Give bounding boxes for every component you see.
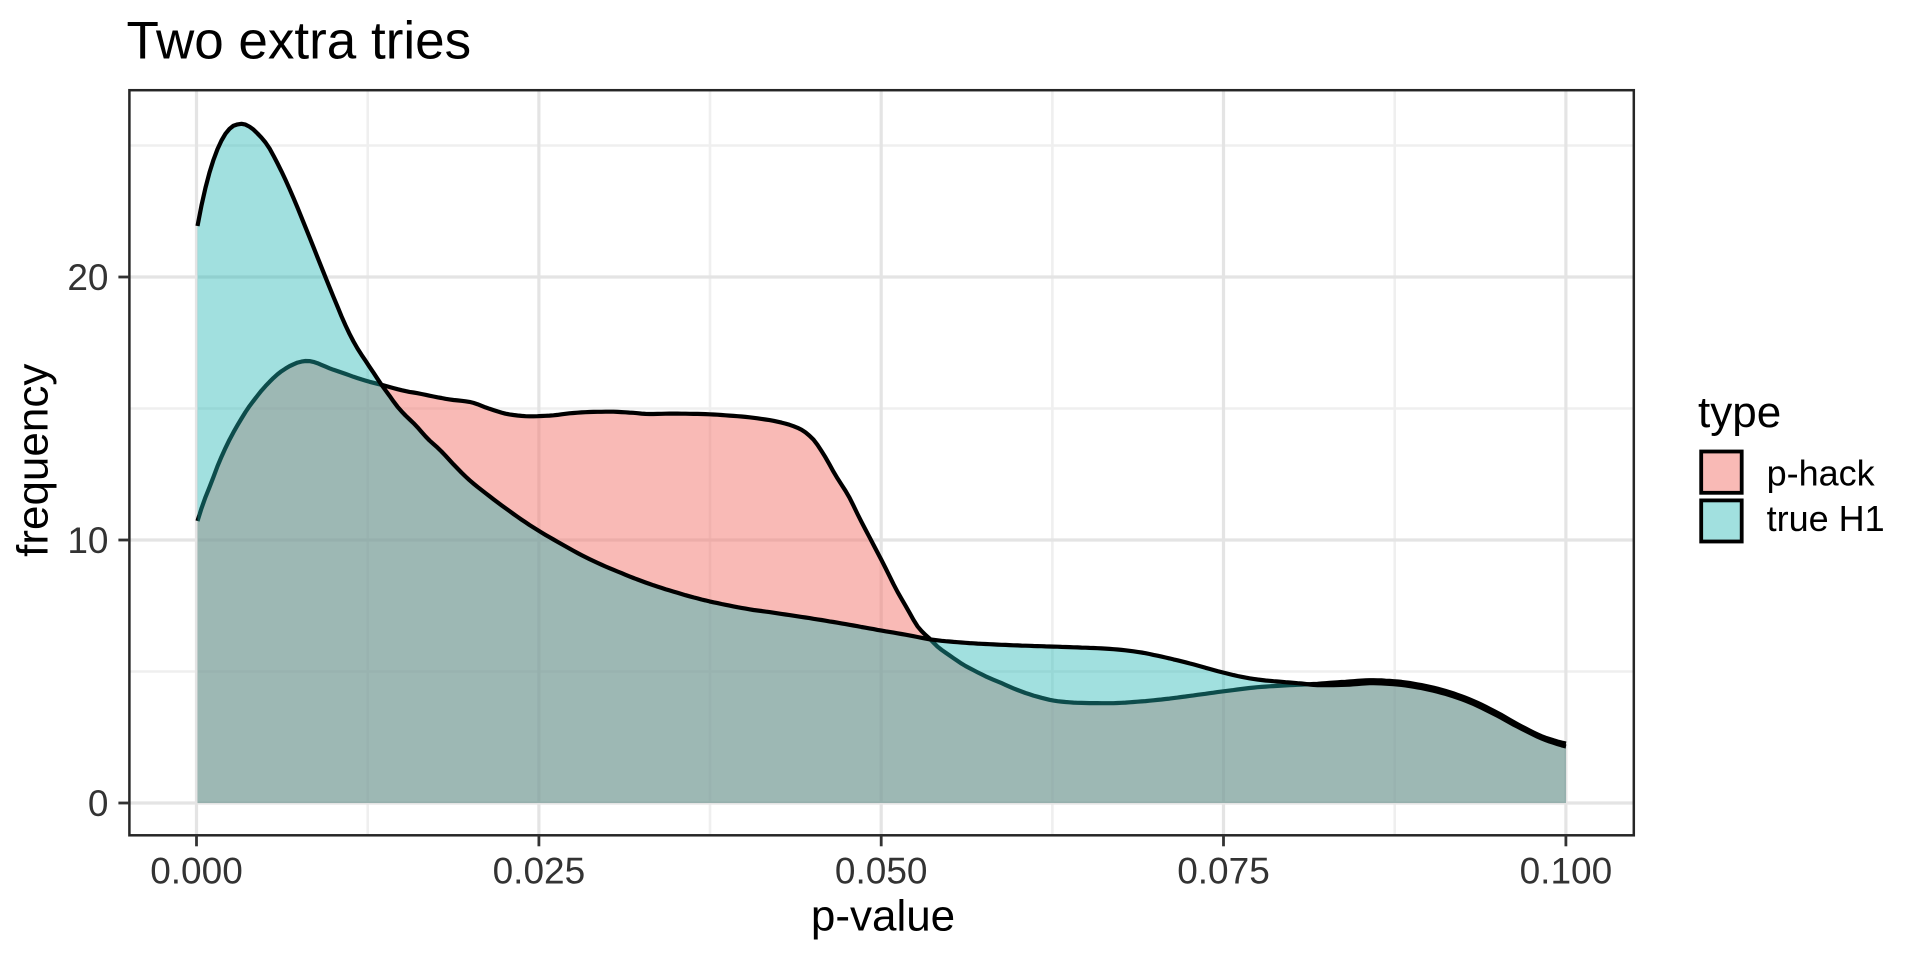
svg-text:0.100: 0.100 <box>1520 851 1613 892</box>
svg-text:frequency: frequency <box>8 364 57 557</box>
svg-text:10: 10 <box>67 520 108 561</box>
svg-text:Two extra tries: Two extra tries <box>127 12 472 71</box>
svg-text:0.075: 0.075 <box>1177 851 1270 892</box>
svg-text:type: type <box>1698 388 1781 437</box>
svg-text:0.000: 0.000 <box>150 851 243 892</box>
svg-text:0.050: 0.050 <box>835 851 928 892</box>
svg-text:p-value: p-value <box>811 892 955 941</box>
svg-text:0.025: 0.025 <box>493 851 586 892</box>
svg-text:20: 20 <box>67 257 108 298</box>
svg-text:true H1: true H1 <box>1767 498 1885 539</box>
svg-text:p-hack: p-hack <box>1767 453 1876 494</box>
svg-text:0: 0 <box>88 783 109 824</box>
